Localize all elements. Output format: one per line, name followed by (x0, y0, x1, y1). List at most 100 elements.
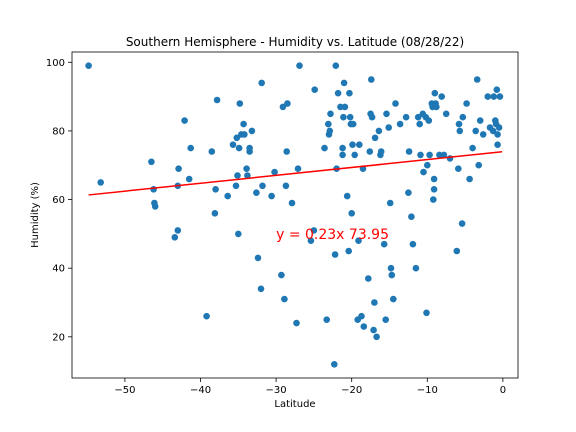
data-point-147 (474, 76, 481, 83)
data-point-112 (410, 241, 417, 248)
data-point-149 (477, 117, 484, 124)
data-point-143 (463, 100, 470, 107)
data-point-141 (459, 220, 466, 227)
data-point-122 (426, 117, 433, 124)
data-point-68 (340, 114, 347, 121)
data-point-58 (327, 128, 334, 135)
data-point-46 (284, 100, 291, 107)
data-point-95 (376, 128, 383, 135)
data-point-33 (249, 128, 256, 135)
data-point-67 (339, 145, 346, 152)
data-point-47 (289, 200, 296, 207)
data-point-20 (233, 183, 240, 190)
y-axis-ticks: 20406080100 (46, 58, 72, 344)
data-point-16 (212, 186, 219, 193)
data-point-126 (430, 196, 437, 203)
x-tick-label: 0 (500, 385, 506, 396)
data-point-50 (296, 62, 303, 69)
data-point-17 (214, 97, 221, 104)
data-point-102 (387, 200, 394, 207)
data-point-38 (259, 183, 266, 190)
data-point-137 (454, 248, 461, 255)
data-point-106 (392, 100, 399, 107)
data-point-115 (416, 121, 423, 128)
data-point-148 (475, 162, 482, 169)
data-point-44 (283, 183, 290, 190)
x-axis-label: Latitude (274, 399, 315, 410)
data-point-92 (371, 299, 378, 306)
data-point-120 (423, 310, 430, 317)
data-point-61 (332, 251, 339, 258)
x-tick-label: −50 (114, 385, 135, 396)
data-point-66 (339, 152, 346, 159)
data-point-27 (240, 121, 247, 128)
data-point-129 (432, 90, 439, 97)
data-point-103 (388, 265, 395, 272)
data-point-99 (382, 316, 389, 323)
x-tick-label: −30 (266, 385, 287, 396)
data-point-76 (348, 210, 355, 217)
data-point-53 (311, 86, 318, 93)
data-point-145 (469, 145, 476, 152)
data-point-18 (224, 193, 231, 200)
data-point-1 (97, 179, 104, 186)
data-point-142 (460, 114, 467, 121)
data-point-10 (181, 117, 188, 124)
data-point-54 (321, 145, 328, 152)
x-tick-label: −20 (341, 385, 362, 396)
data-point-0 (85, 62, 92, 69)
data-point-55 (323, 316, 330, 323)
data-point-79 (351, 152, 358, 159)
data-point-5 (152, 203, 159, 210)
y-axis-label: Humidity (%) (30, 182, 41, 248)
data-point-23 (235, 231, 242, 238)
data-point-83 (358, 313, 365, 320)
data-point-90 (369, 114, 376, 121)
y-tick-label: 40 (52, 264, 65, 275)
data-point-74 (347, 114, 354, 121)
data-point-19 (230, 141, 237, 148)
data-point-12 (187, 145, 194, 152)
data-point-118 (420, 169, 427, 176)
data-point-107 (397, 121, 404, 128)
data-point-109 (405, 189, 412, 196)
data-point-101 (385, 124, 392, 131)
data-point-3 (150, 186, 157, 193)
y-tick-label: 60 (52, 195, 65, 206)
data-point-73 (346, 90, 353, 97)
data-point-123 (426, 152, 433, 159)
y-tick-label: 80 (52, 126, 65, 137)
data-point-11 (186, 176, 193, 183)
data-point-13 (203, 313, 210, 320)
data-point-159 (494, 141, 501, 148)
data-point-34 (253, 189, 260, 196)
chart-title: Southern Hemisphere - Humidity vs. Latit… (126, 35, 464, 49)
data-point-86 (365, 275, 372, 282)
data-point-28 (241, 131, 248, 138)
data-point-138 (455, 165, 462, 172)
data-point-70 (342, 104, 349, 111)
data-point-59 (327, 111, 334, 118)
data-point-72 (345, 248, 352, 255)
data-point-108 (403, 114, 410, 121)
data-point-48 (293, 320, 300, 327)
x-tick-label: −10 (417, 385, 438, 396)
regression-equation: y = 0.23x 73.95 (276, 227, 389, 243)
data-point-29 (243, 165, 250, 172)
plot-frame (72, 52, 518, 378)
data-point-121 (424, 162, 431, 169)
x-axis-ticks: −50 −40 −30 −20 −10 0 (114, 378, 506, 396)
data-point-71 (344, 193, 351, 200)
data-points (85, 62, 503, 367)
data-point-135 (443, 111, 450, 118)
data-point-140 (457, 128, 464, 135)
data-point-2 (148, 159, 155, 166)
data-point-35 (255, 255, 262, 262)
data-point-40 (271, 169, 278, 176)
data-point-97 (378, 148, 385, 155)
data-point-37 (258, 80, 265, 87)
data-point-150 (480, 131, 487, 138)
data-point-45 (283, 148, 290, 155)
data-point-151 (485, 93, 492, 100)
